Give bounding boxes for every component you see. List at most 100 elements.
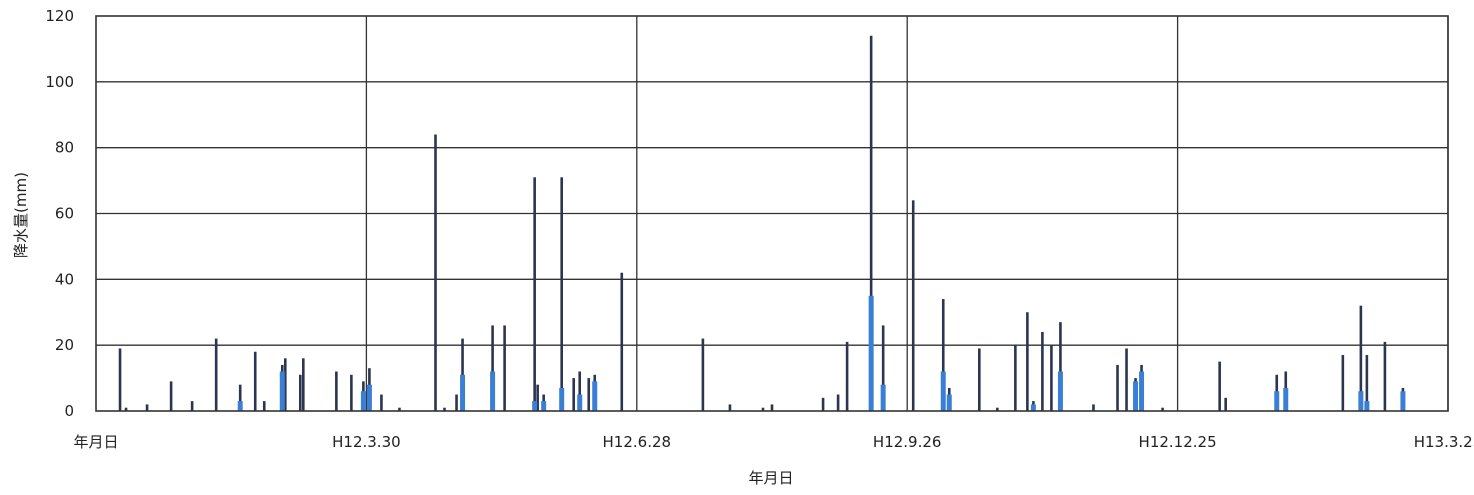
bar-dark: [845, 341, 849, 411]
x-tick-labels: 年月日 H12.3.30 H12.6.28 H12.9.26 H12.12.25 H13.…: [73, 433, 1474, 451]
bar-dark: [761, 407, 765, 411]
bar-dark: [380, 394, 383, 411]
x-tick-label: H12.6.28: [603, 433, 672, 451]
bar-dark: [1161, 407, 1164, 411]
bar-dark: [1116, 364, 1119, 411]
bar-dark: [1059, 322, 1062, 411]
bar-blue: [360, 391, 366, 411]
bar-blue: [592, 381, 598, 411]
bar-dark: [299, 374, 302, 411]
y-tick-label: 60: [55, 205, 74, 223]
bar-blue: [1057, 371, 1063, 411]
bar-dark: [536, 384, 539, 411]
bar-blue: [577, 394, 583, 411]
x-tick-label: 年月日: [73, 433, 118, 451]
bar-blue: [279, 371, 285, 411]
bar-blue: [366, 384, 372, 411]
y-tick-label: 120: [45, 7, 74, 25]
bar-dark: [398, 407, 401, 411]
bar-dark: [238, 384, 242, 411]
y-tick-label: 20: [55, 336, 74, 354]
gridlines: [96, 16, 1449, 411]
bar-dark: [145, 404, 149, 411]
y-tick-label: 0: [64, 402, 74, 420]
bar-dark: [911, 200, 915, 411]
bar-blue: [532, 401, 538, 411]
y-axis-title: 降水量(mm): [12, 172, 30, 258]
x-tick-label: H13.3.25: [1414, 433, 1474, 451]
bar-dark: [701, 338, 705, 411]
plot-frame: [95, 15, 1449, 412]
bar-dark: [587, 378, 591, 411]
bar-dark: [1341, 355, 1345, 411]
y-tick-label: 100: [45, 73, 74, 91]
bar-blue: [1400, 391, 1406, 411]
bar-dark: [443, 407, 446, 411]
bar-dark: [1050, 345, 1053, 411]
bar-dark: [560, 177, 563, 411]
bar-blue: [1139, 371, 1145, 411]
bar-dark: [1125, 348, 1128, 411]
bar-blue: [1283, 387, 1289, 411]
series-dark-bars: [118, 35, 1405, 411]
bar-blue: [1274, 391, 1280, 411]
bar-dark: [434, 134, 437, 411]
bar-dark: [350, 374, 353, 411]
bar-blue: [541, 401, 547, 411]
bar-blue: [940, 371, 946, 411]
bar-dark: [335, 371, 338, 411]
bar-dark: [1092, 404, 1095, 411]
x-axis-title: 年月日: [748, 469, 793, 487]
plot-border: [95, 15, 1449, 412]
bar-blue: [1358, 391, 1364, 411]
bar-dark: [770, 404, 774, 411]
series-blue-bars: [237, 295, 1406, 411]
bar-dark: [836, 394, 840, 411]
bar-dark: [302, 358, 305, 411]
bar-blue: [460, 374, 466, 411]
bar-dark: [1026, 312, 1029, 411]
bar-dark: [728, 404, 732, 411]
bar-dark: [1041, 332, 1044, 411]
y-tick-labels: 0 20 40 60 80 100 120: [45, 7, 74, 420]
bar-dark: [941, 299, 945, 411]
bar-dark: [455, 394, 458, 411]
bar-blue: [880, 384, 886, 411]
bar-dark: [190, 401, 194, 411]
bar-blue: [1364, 401, 1370, 411]
bar-dark: [996, 407, 999, 411]
bar-blue: [868, 295, 874, 411]
bar-dark: [1365, 355, 1369, 411]
bar-dark: [821, 397, 825, 411]
bar-blue: [946, 394, 952, 411]
bar-dark: [620, 272, 624, 411]
bar-dark: [253, 351, 257, 411]
bar-dark: [283, 358, 287, 411]
bar-dark: [1383, 341, 1387, 411]
bar-dark: [869, 35, 873, 411]
y-tick-label: 40: [55, 270, 74, 288]
bar-dark: [169, 381, 173, 411]
bar-dark: [1014, 345, 1017, 411]
bar-dark: [1218, 361, 1221, 411]
bar-dark: [118, 348, 122, 411]
bar-blue: [237, 401, 243, 411]
bar-dark: [1359, 305, 1363, 411]
x-tick-label: H12.12.25: [1139, 433, 1217, 451]
bar-dark: [214, 338, 218, 411]
bar-dark: [572, 378, 576, 411]
bar-dark: [533, 177, 536, 411]
y-tick-label: 80: [55, 139, 74, 157]
bar-dark: [491, 325, 494, 411]
bar-blue: [559, 387, 565, 411]
bar-dark: [503, 325, 506, 411]
x-tick-label: H12.3.30: [332, 433, 401, 451]
bar-blue: [490, 371, 496, 411]
bar-dark: [124, 407, 128, 411]
x-tick-label: H12.9.26: [873, 433, 942, 451]
bar-dark: [978, 348, 981, 411]
bar-dark: [881, 325, 885, 411]
bar-dark: [578, 371, 582, 411]
